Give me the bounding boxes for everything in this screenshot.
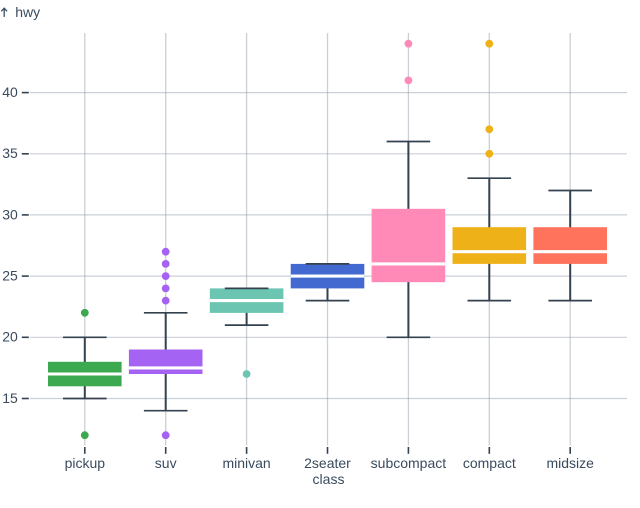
svg-text:2seater: 2seater (304, 455, 351, 471)
svg-text:suv: suv (155, 455, 177, 471)
svg-text:compact: compact (463, 455, 516, 471)
svg-text:hwy: hwy (15, 4, 40, 20)
svg-text:35: 35 (2, 145, 18, 161)
svg-text:pickup: pickup (65, 455, 106, 471)
svg-text:15: 15 (2, 390, 18, 406)
svg-text:40: 40 (2, 84, 18, 100)
svg-text:30: 30 (2, 206, 18, 222)
svg-text:25: 25 (2, 268, 18, 284)
svg-text:20: 20 (2, 329, 18, 345)
svg-text:midsize: midsize (546, 455, 594, 471)
svg-text:class: class (313, 471, 345, 487)
svg-text:minivan: minivan (222, 455, 270, 471)
svg-text:subcompact: subcompact (371, 455, 447, 471)
